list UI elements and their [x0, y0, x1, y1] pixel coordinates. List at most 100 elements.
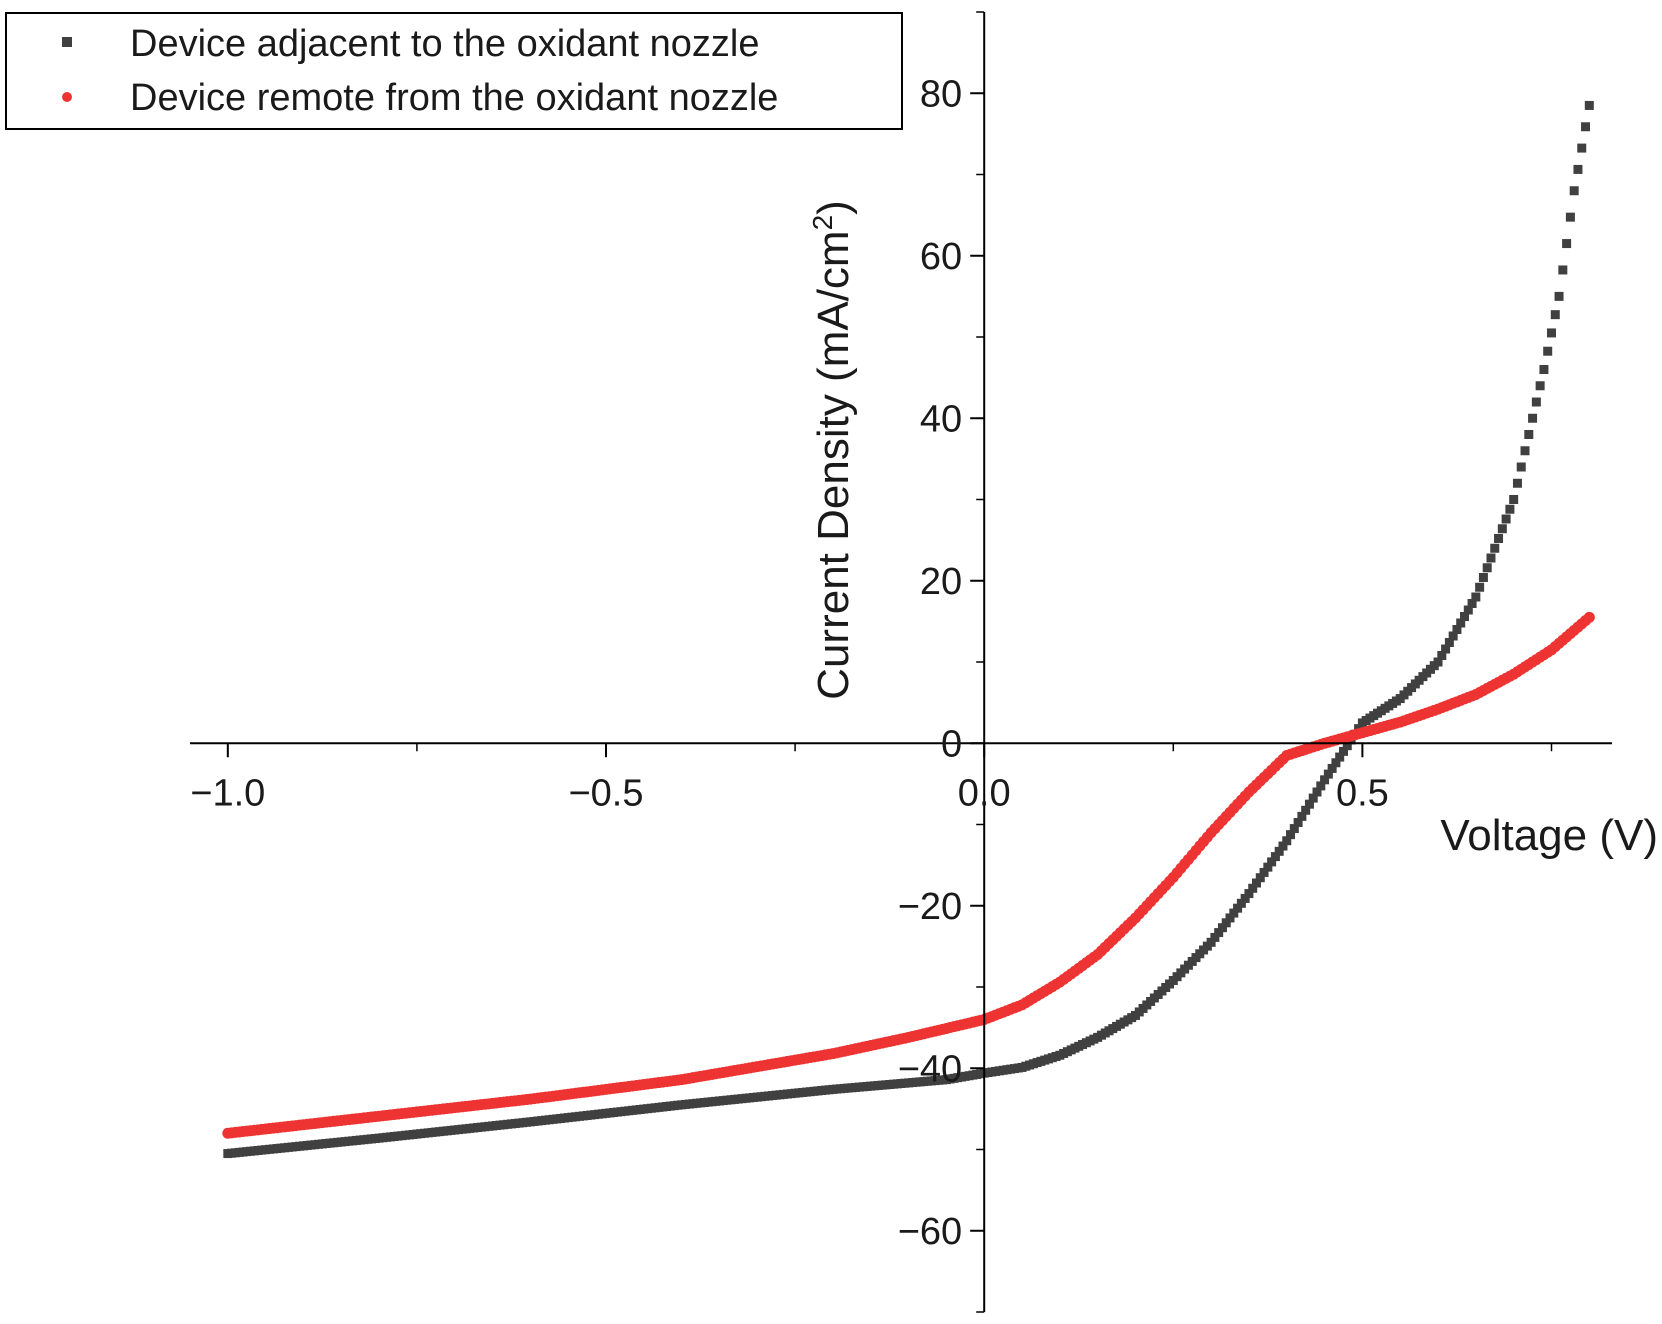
data-point-adjacent: [1263, 862, 1273, 872]
data-point-adjacent: [1441, 644, 1451, 654]
data-point-adjacent: [1550, 310, 1560, 320]
data-point-adjacent: [1475, 582, 1485, 592]
y-axis-title-close: ): [809, 200, 858, 215]
legend-label-remote: Device remote from the oxidant nozzle: [130, 77, 778, 119]
data-point-adjacent: [1516, 462, 1526, 472]
data-point-adjacent: [1444, 638, 1454, 647]
data-point-adjacent: [1577, 143, 1587, 153]
data-point-adjacent: [1497, 524, 1507, 534]
data-point-adjacent: [1267, 857, 1277, 867]
data-point-adjacent: [1569, 186, 1579, 196]
legend-box: [5, 12, 903, 130]
data-point-adjacent: [1217, 923, 1227, 933]
series-1: [222, 611, 1595, 1139]
x-tick-label: 0.5: [1336, 772, 1389, 814]
x-tick-label: −0.5: [568, 772, 643, 814]
data-point-adjacent: [1490, 543, 1500, 553]
data-point-adjacent: [1505, 504, 1515, 514]
data-point-adjacent: [1233, 903, 1243, 913]
data-point-adjacent: [1225, 913, 1235, 923]
data-point-adjacent: [1456, 618, 1466, 628]
data-point-adjacent: [1289, 824, 1299, 834]
y-tick-label: 60: [920, 236, 962, 278]
x-tick-label: 0.0: [958, 772, 1011, 814]
data-point-adjacent: [1581, 122, 1591, 132]
data-point-adjacent: [1573, 164, 1583, 174]
data-point-adjacent: [1293, 817, 1303, 827]
data-point-adjacent: [1463, 605, 1473, 615]
data-point-adjacent: [1335, 752, 1345, 762]
y-tick-label: 40: [920, 398, 962, 440]
data-point-adjacent: [1482, 563, 1492, 573]
y-tick-label: −20: [898, 886, 962, 928]
series-layer: [222, 100, 1595, 1159]
data-point-adjacent: [1252, 878, 1261, 888]
data-point-adjacent: [1528, 413, 1538, 423]
data-point-adjacent: [1486, 553, 1496, 563]
data-point-adjacent: [1214, 928, 1224, 938]
data-point-adjacent: [1248, 883, 1258, 893]
data-point-adjacent: [1297, 811, 1307, 821]
data-point-adjacent: [1452, 625, 1462, 634]
data-point-adjacent: [1554, 291, 1564, 301]
data-point-adjacent: [1460, 612, 1470, 621]
data-point-adjacent: [1278, 841, 1288, 851]
data-point-adjacent: [1259, 867, 1269, 877]
data-point-adjacent: [1584, 100, 1594, 110]
data-point-adjacent: [1524, 430, 1534, 439]
y-axis-title-main: Current Density (mA/cm: [809, 230, 858, 699]
data-point-adjacent: [1558, 265, 1568, 275]
data-point-adjacent: [1467, 599, 1477, 608]
x-tick-label: −1.0: [190, 772, 265, 814]
data-point-adjacent: [1236, 898, 1246, 908]
data-point-adjacent: [1244, 889, 1254, 899]
data-point-adjacent: [1270, 852, 1280, 862]
y-tick-label: 80: [920, 73, 962, 115]
x-axis-title: Voltage (V): [1440, 811, 1658, 860]
data-point-adjacent: [1206, 937, 1216, 947]
data-point-adjacent: [1320, 775, 1330, 785]
data-point-adjacent: [1323, 769, 1333, 779]
data-point-adjacent: [1501, 514, 1511, 524]
data-point-adjacent: [1312, 787, 1322, 797]
data-point-adjacent: [1274, 846, 1284, 856]
legend-label-adjacent: Device adjacent to the oxidant nozzle: [130, 23, 760, 65]
data-point-adjacent: [1221, 918, 1231, 928]
y-tick-label: 0: [941, 723, 962, 765]
y-axis-title-superscript: 2: [807, 215, 838, 231]
data-point-adjacent: [1316, 781, 1326, 791]
data-point-adjacent: [1543, 346, 1553, 356]
data-point-adjacent: [1531, 397, 1541, 407]
data-point-adjacent: [1520, 446, 1530, 456]
data-point-adjacent: [1301, 805, 1311, 815]
y-axis-title: Current Density (mA/cm2): [807, 200, 858, 700]
data-point-adjacent: [1494, 534, 1504, 543]
data-point-adjacent: [1210, 932, 1220, 942]
data-point-adjacent: [1304, 799, 1314, 809]
data-point-adjacent: [1286, 830, 1296, 840]
data-point-adjacent: [1539, 365, 1549, 374]
data-point-adjacent: [1308, 793, 1318, 803]
data-point-adjacent: [1342, 741, 1352, 751]
data-point-adjacent: [1478, 573, 1488, 582]
data-point-adjacent: [1546, 328, 1556, 338]
y-tick-label: −60: [898, 1211, 962, 1253]
data-point-adjacent: [1562, 239, 1572, 249]
data-point-adjacent: [1255, 873, 1265, 883]
data-point-adjacent: [1535, 381, 1545, 391]
data-point-adjacent: [1331, 758, 1341, 768]
data-point-remote: [1583, 611, 1595, 623]
legend-marker-adjacent: [62, 37, 72, 47]
data-point-adjacent: [1437, 651, 1447, 660]
axes-layer: −1.0 −0.5 0.0 0.5 −60 −40 −20 0 20 40 60 80: [190, 11, 1612, 1313]
data-point-adjacent: [1448, 631, 1458, 641]
y-tick-label: 20: [920, 561, 962, 603]
data-point-adjacent: [1471, 592, 1481, 602]
data-point-adjacent: [1433, 657, 1443, 667]
data-point-adjacent: [1512, 478, 1522, 488]
series-0: [223, 100, 1594, 1159]
data-point-adjacent: [1509, 495, 1519, 504]
data-point-adjacent: [1327, 763, 1337, 773]
data-point-adjacent: [1338, 746, 1348, 756]
